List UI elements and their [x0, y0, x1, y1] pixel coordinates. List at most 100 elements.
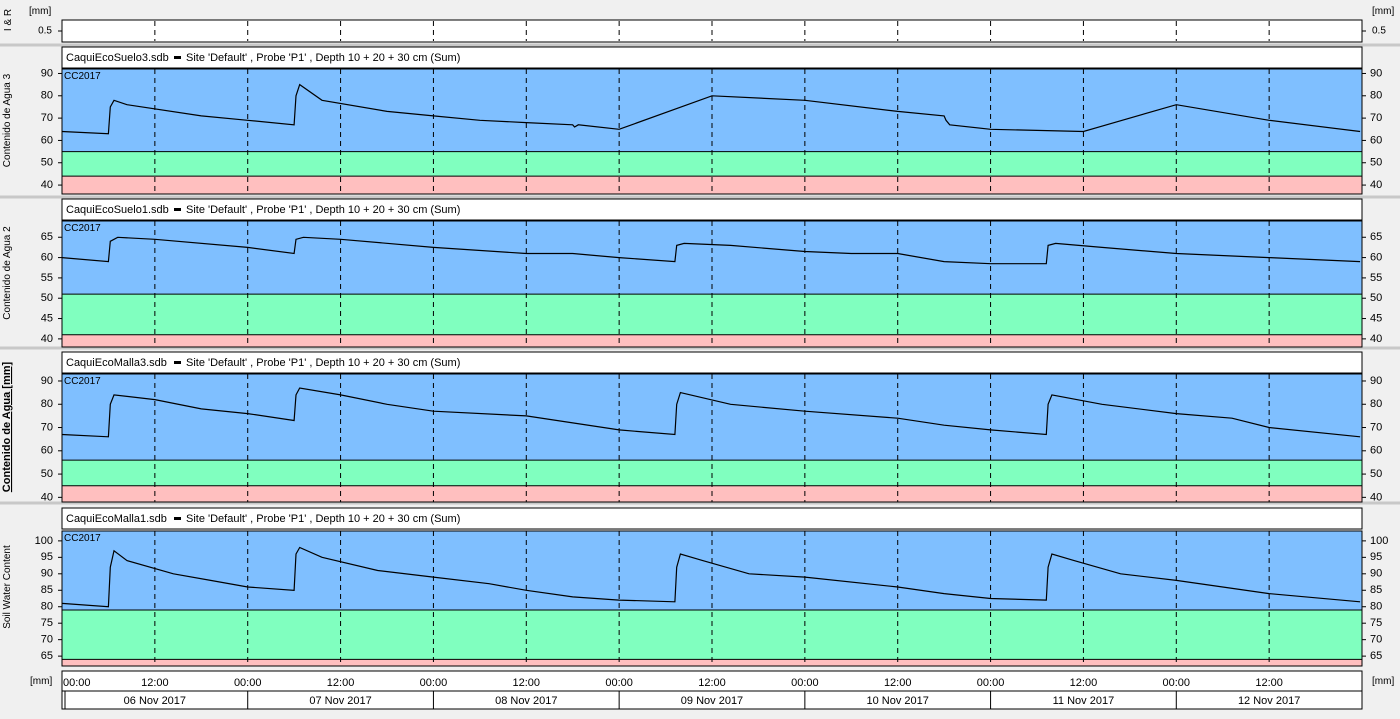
top-unit-left: [mm]: [29, 6, 51, 17]
time-tick-label: 00:00: [791, 677, 819, 689]
y-tick-label: 90: [41, 67, 53, 79]
y-tick-label: 70: [41, 634, 53, 646]
y-tick-label: 60: [1370, 445, 1382, 457]
top-tick-left: 0.5: [38, 26, 52, 37]
y-tick-label: 40: [1370, 179, 1382, 191]
band-lower: [62, 659, 1362, 666]
y-tick-label: 40: [1370, 491, 1382, 503]
time-tick-label: 12:00: [884, 677, 912, 689]
y-tick-label: 55: [41, 272, 53, 284]
top-panel-ylabel: I & R: [3, 9, 14, 31]
time-tick-label: 12:00: [327, 677, 355, 689]
legend-file: CaquiEcoSuelo3.sdb: [66, 52, 169, 64]
legend-series: Site 'Default' , Probe 'P1' , Depth 10 +…: [186, 357, 460, 369]
band-middle: [62, 460, 1362, 486]
y-tick-label: 40: [41, 491, 53, 503]
y-tick-label: 60: [41, 251, 53, 263]
y-tick-label: 50: [1370, 468, 1382, 480]
date-label: 10 Nov 2017: [867, 695, 929, 707]
axis-unit-right: [mm]: [1372, 676, 1394, 687]
series-line: [61, 387, 1361, 438]
y-tick-label: 95: [41, 551, 53, 563]
legend-file: CaquiEcoMalla1.sdb: [66, 513, 167, 525]
band-label: CC2017: [64, 376, 101, 387]
y-tick-label: 90: [41, 568, 53, 580]
y-tick-label: 75: [41, 617, 53, 629]
time-tick-label: 12:00: [141, 677, 169, 689]
y-tick-label: 50: [41, 468, 53, 480]
y-tick-label: 50: [41, 292, 53, 304]
y-axis-label: Contenido de Agua 2: [2, 226, 13, 320]
y-tick-label: 90: [41, 375, 53, 387]
top-unit-right: [mm]: [1372, 6, 1394, 17]
y-tick-label: 70: [41, 421, 53, 433]
y-tick-label: 50: [41, 157, 53, 169]
y-tick-label: 50: [1370, 157, 1382, 169]
legend-box: [61, 198, 1363, 221]
y-tick-label: 75: [1370, 617, 1382, 629]
y-tick-label: 80: [41, 90, 53, 102]
y-tick-label: 90: [1370, 67, 1382, 79]
legend-swatch: [174, 361, 181, 364]
y-tick-label: 40: [41, 179, 53, 191]
time-tick-label: 00:00: [234, 677, 262, 689]
legend-file: CaquiEcoMalla3.sdb: [66, 357, 167, 369]
date-label: 08 Nov 2017: [495, 695, 557, 707]
y-tick-label: 80: [1370, 601, 1382, 613]
axis-unit-left: [mm]: [30, 676, 52, 687]
y-tick-label: 65: [1370, 650, 1382, 662]
date-label: 07 Nov 2017: [309, 695, 371, 707]
y-tick-label: 65: [41, 231, 53, 243]
y-tick-label: 70: [41, 112, 53, 124]
y-tick-label: 60: [41, 134, 53, 146]
legend-swatch: [174, 56, 181, 59]
y-tick-label: 85: [41, 584, 53, 596]
band-label: CC2017: [64, 71, 101, 82]
y-tick-label: 95: [1370, 551, 1382, 563]
plot-frame: [61, 220, 1363, 348]
time-tick-label: 12:00: [698, 677, 726, 689]
time-tick-label: 00:00: [1163, 677, 1191, 689]
y-tick-label: 50: [1370, 292, 1382, 304]
y-tick-label: 60: [41, 445, 53, 457]
y-tick-label: 100: [1370, 535, 1388, 547]
legend-series: Site 'Default' , Probe 'P1' , Depth 10 +…: [186, 204, 460, 216]
legend-swatch: [174, 208, 181, 211]
time-tick-label: 00:00: [977, 677, 1005, 689]
y-tick-label: 90: [1370, 568, 1382, 580]
legend-series: Site 'Default' , Probe 'P1' , Depth 10 +…: [186, 52, 460, 64]
legend-box: [61, 507, 1363, 530]
y-tick-label: 80: [41, 398, 53, 410]
time-tick-label: 12:00: [513, 677, 541, 689]
band-lower: [62, 176, 1362, 194]
legend-series: Site 'Default' , Probe 'P1' , Depth 10 +…: [186, 513, 460, 525]
y-tick-label: 80: [41, 601, 53, 613]
y-tick-label: 65: [41, 650, 53, 662]
series-line: [61, 83, 1361, 135]
legend-box: [61, 351, 1363, 374]
y-tick-label: 40: [1370, 333, 1382, 345]
time-tick-label: 00:00: [605, 677, 633, 689]
date-label: 12 Nov 2017: [1238, 695, 1300, 707]
date-axis-box: [61, 690, 1363, 710]
legend-box: [61, 46, 1363, 69]
time-tick-label: 00:00: [63, 677, 91, 689]
y-tick-label: 80: [1370, 398, 1382, 410]
series-line: [61, 236, 1361, 265]
plot-frame: [61, 373, 1363, 503]
y-tick-label: 85: [1370, 584, 1382, 596]
y-tick-label: 65: [1370, 231, 1382, 243]
y-tick-label: 60: [1370, 251, 1382, 263]
y-axis-label: Contenido de Agua 3: [2, 73, 13, 167]
time-tick-label: 12:00: [1070, 677, 1098, 689]
top-tick-right: 0.5: [1372, 26, 1386, 37]
time-tick-label: 00:00: [420, 677, 448, 689]
y-tick-label: 70: [1370, 421, 1382, 433]
y-tick-label: 90: [1370, 375, 1382, 387]
legend-file: CaquiEcoSuelo1.sdb: [66, 204, 169, 216]
y-tick-label: 45: [41, 312, 53, 324]
y-axis-label: Contenido de Agua [mm]: [1, 361, 13, 492]
band-upper: [62, 374, 1362, 461]
